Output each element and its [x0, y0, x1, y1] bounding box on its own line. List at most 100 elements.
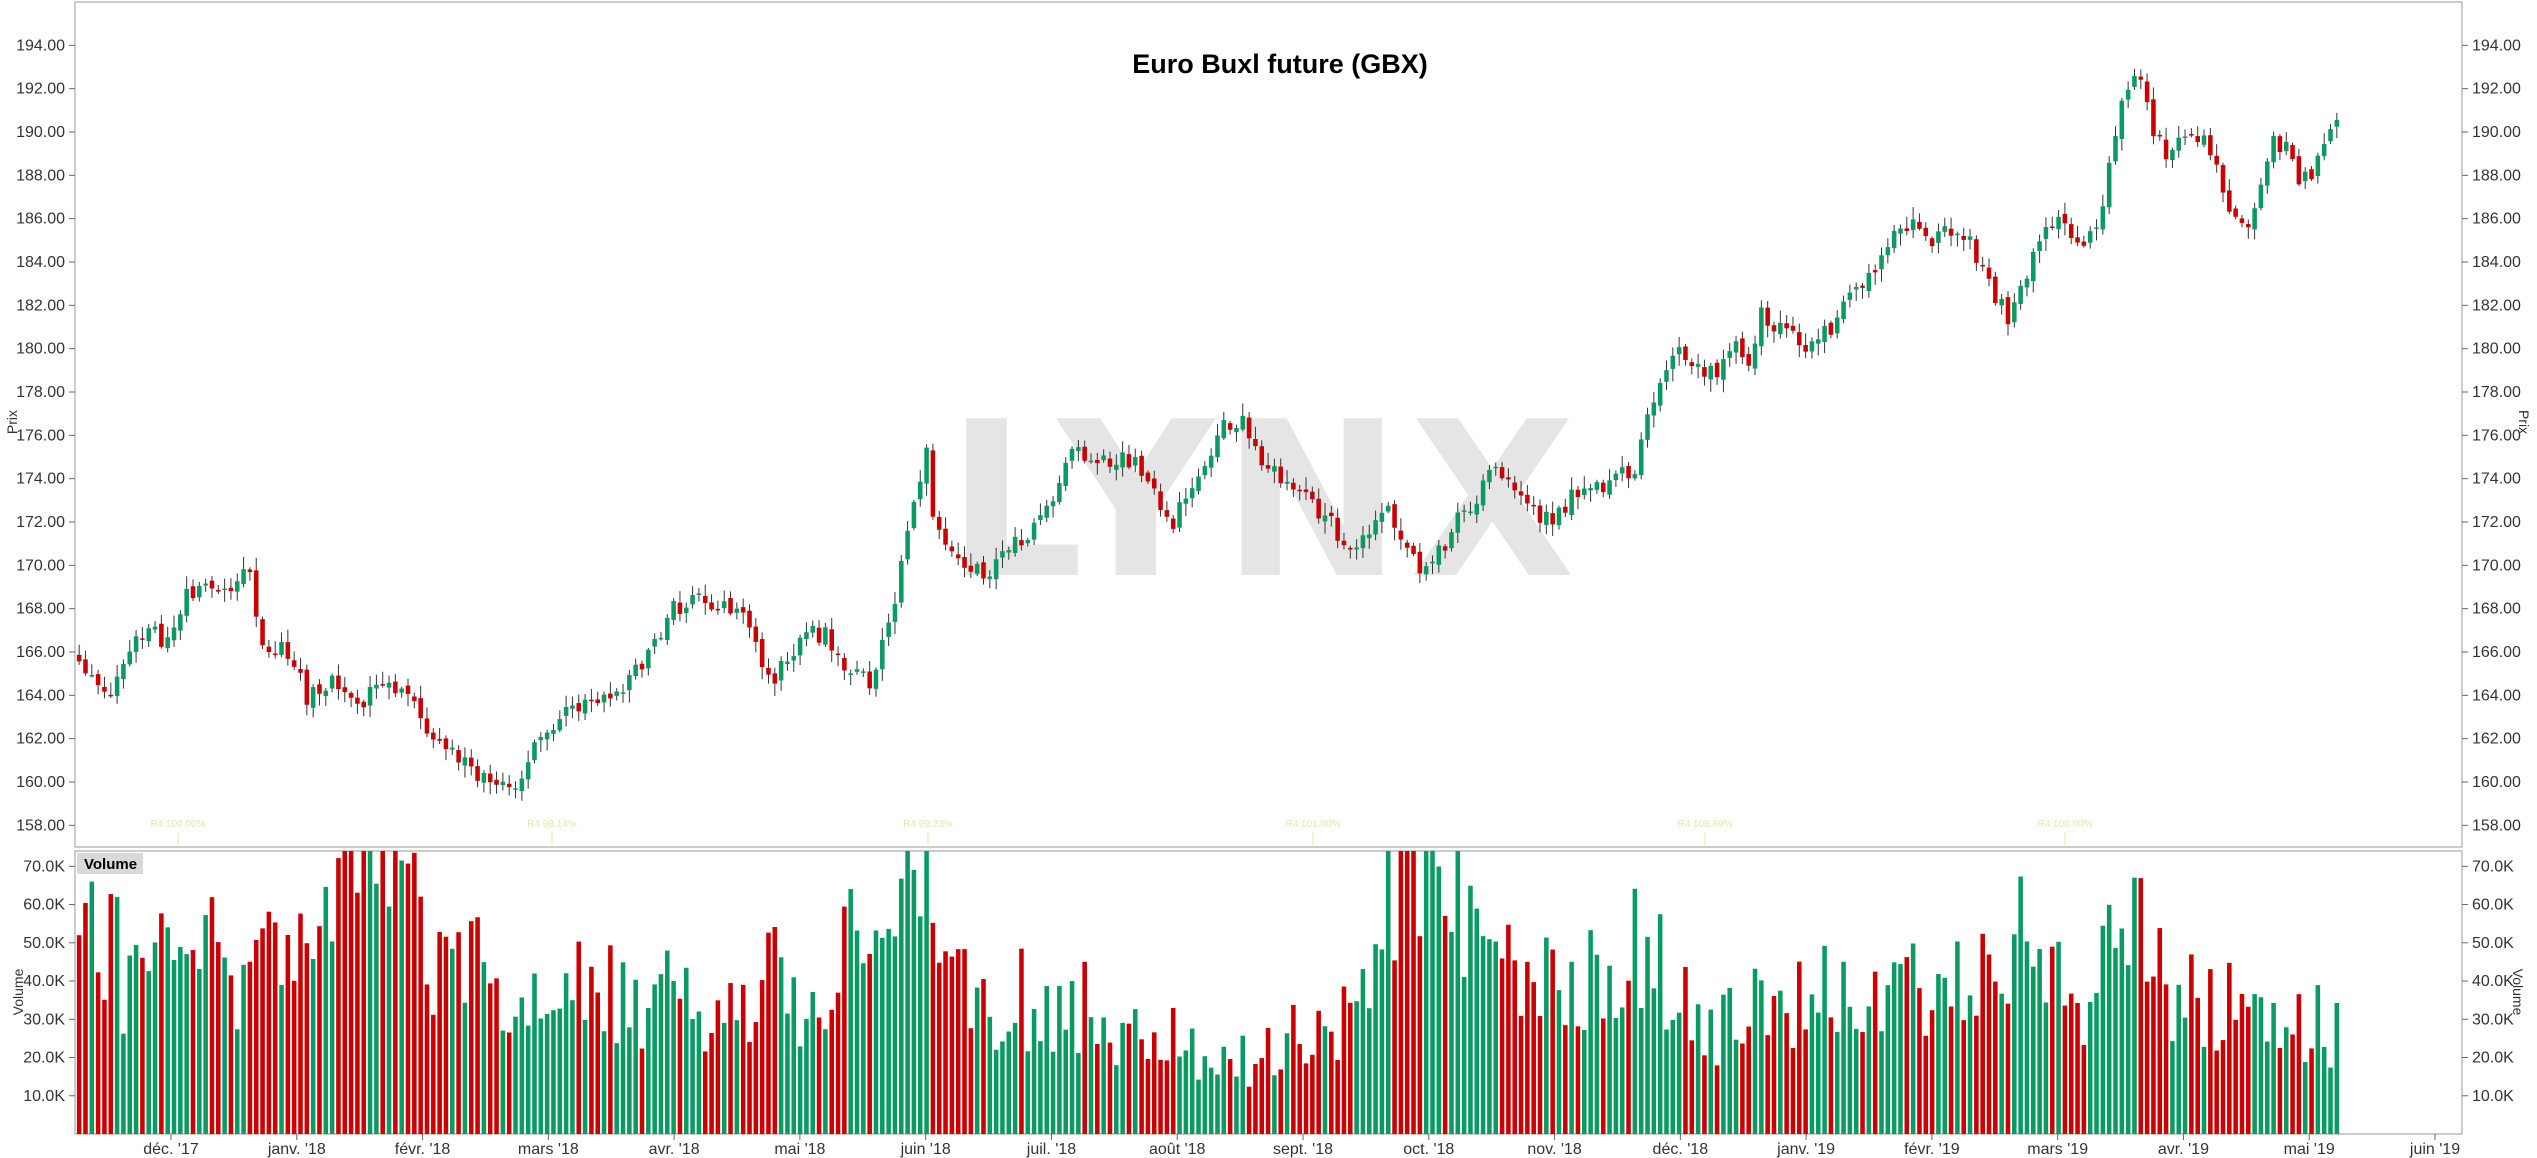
candle-body [1626, 466, 1631, 479]
volume-bar [2043, 1002, 2049, 1134]
price-axis-left: 158.00 160.00 162.00 164.00 166.00 168.00 170.… [16, 37, 75, 834]
candle-body [601, 694, 607, 703]
candle-body [348, 692, 354, 698]
price-tick-label-right: 182.00 [2472, 297, 2521, 314]
candle-body [949, 546, 955, 552]
candle-body [222, 588, 227, 591]
volume-bar [355, 892, 360, 1134]
candle-body [1221, 420, 1227, 439]
volume-bar [1936, 974, 1941, 1134]
volume-bar [114, 897, 120, 1134]
candle-body [361, 701, 367, 708]
volume-bar [1474, 908, 1480, 1134]
candle-body [2309, 169, 2314, 180]
volume-bar [1120, 1022, 1125, 1134]
volume-bar [1006, 1031, 1012, 1134]
candle-body [1917, 221, 1922, 229]
price-tick-label-right: 186.00 [2472, 211, 2521, 228]
volume-bar [892, 936, 898, 1134]
candle-body [1082, 446, 1087, 461]
candle-body [917, 481, 923, 500]
volume-bar [1158, 1059, 1163, 1134]
candle-body [1151, 478, 1157, 489]
price-tick-label-right: 194.00 [2472, 37, 2521, 54]
volume-bar [1310, 1054, 1315, 1134]
candle-body [1379, 512, 1385, 522]
volume-bar [974, 987, 980, 1134]
candle-body [1929, 238, 1935, 247]
volume-bar [2113, 948, 2118, 1134]
volume-bar [620, 962, 626, 1134]
candle-body [734, 608, 740, 613]
x-tick-label: mars '18 [518, 1141, 579, 1158]
volume-bar [917, 916, 923, 1134]
candle-body [2100, 206, 2106, 230]
volume-bar [1114, 1065, 1119, 1134]
volume-tick-label-left: 50.0K [23, 935, 65, 952]
candle-body [1240, 415, 1246, 430]
candle-body [1967, 236, 1973, 240]
candle-body [759, 639, 765, 667]
candle-body [557, 719, 563, 731]
price-tick-label-left: 180.00 [16, 341, 65, 358]
candle-body [854, 669, 860, 672]
volume-bar [1626, 980, 1631, 1134]
volume-bar [1853, 1028, 1859, 1134]
volume-bar [759, 980, 765, 1134]
volume-bar [399, 860, 404, 1134]
volume-bar [1069, 981, 1075, 1134]
volume-bar [1759, 980, 1764, 1134]
candle-body [1588, 488, 1593, 491]
volume-bar [140, 957, 145, 1134]
candle-body [1436, 545, 1442, 565]
price-tick-label-right: 184.00 [2472, 254, 2521, 271]
candle-body [456, 750, 461, 763]
candle-body [424, 718, 430, 734]
candle-body [342, 687, 348, 693]
x-tick-label: avr. '19 [2158, 1141, 2209, 1158]
candle-body [1689, 362, 1695, 367]
volume-bar [2321, 1046, 2327, 1134]
candle-body [804, 632, 809, 640]
candle-body [285, 642, 291, 659]
volume-bar [1246, 1086, 1252, 1134]
volume-bar [1392, 960, 1397, 1134]
volume-bar [639, 1048, 645, 1134]
candle-body [1234, 428, 1239, 433]
candle-body [1354, 547, 1359, 550]
volume-bar [778, 957, 784, 1134]
x-tick-label: oct. '18 [1403, 1141, 1454, 1158]
candle-body [1676, 347, 1682, 355]
candle-body [1759, 307, 1764, 347]
candle-body [1303, 489, 1309, 493]
candle-body [1411, 545, 1416, 555]
candle-body [2031, 251, 2036, 282]
volume-bar [468, 921, 474, 1134]
volume-bar [1872, 971, 1878, 1134]
candle-body [266, 646, 272, 653]
candle-body [1670, 355, 1676, 369]
price-tick-label-right: 164.00 [2472, 687, 2521, 704]
volume-tick-label-left: 70.0K [23, 858, 65, 875]
candle-body [2227, 190, 2232, 212]
volume-bar [310, 959, 316, 1134]
candle-body [1607, 480, 1612, 495]
volume-bar [494, 978, 499, 1134]
volume-bar [203, 915, 208, 1134]
candle-body [279, 641, 284, 655]
candle-body [431, 732, 436, 740]
volume-bar [1784, 1013, 1789, 1134]
candle-body [993, 559, 999, 580]
candle-body [374, 684, 379, 689]
volume-bar [1423, 851, 1429, 1134]
volume-bar [1790, 1047, 1796, 1134]
volume-bar [336, 858, 341, 1134]
candle-body [216, 589, 221, 592]
candle-body [1752, 343, 1758, 369]
watermark: LYNX [947, 375, 1584, 626]
candle-body [1746, 354, 1751, 366]
candle-body [1360, 535, 1366, 549]
candle-body [778, 660, 784, 681]
volume-bar [544, 1013, 550, 1134]
candle-body [2157, 134, 2163, 137]
